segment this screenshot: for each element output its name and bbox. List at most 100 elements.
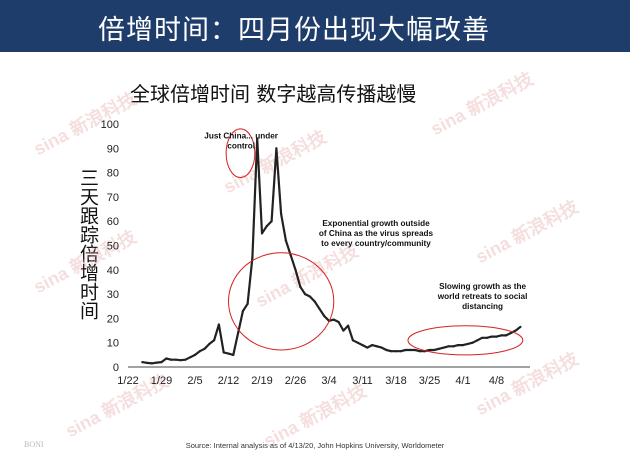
footer-logo: BONI [24, 440, 44, 449]
annotation-2: Slowing growth as the world retreats to s… [437, 282, 528, 311]
data-point-79 [519, 325, 522, 329]
series-line-0 [142, 137, 522, 365]
data-point-46 [361, 344, 364, 347]
y-tick-label-5: 50 [107, 241, 119, 253]
page-title: 倍增时间：四月份出现大幅改善 [98, 15, 490, 46]
y-tick-label-2: 20 [107, 313, 119, 325]
x-tick-label-2: 2/5 [187, 375, 202, 387]
y-tick-label-10: 100 [101, 119, 119, 131]
data-point-43 [347, 324, 350, 327]
x-tick-label-0: 1/22 [117, 375, 138, 387]
y-tick-label-4: 40 [107, 265, 119, 277]
data-point-27 [270, 220, 273, 223]
x-tick-label-10: 4/1 [455, 375, 470, 387]
y-tick-label-1: 10 [107, 338, 119, 350]
data-point-2 [150, 362, 154, 365]
data-point-62 [437, 347, 441, 350]
data-point-26 [265, 224, 268, 228]
data-point-7 [174, 358, 177, 361]
data-point-56 [409, 348, 412, 352]
data-point-15 [213, 339, 216, 342]
data-point-14 [208, 342, 211, 346]
data-point-74 [495, 335, 498, 338]
data-point-40 [332, 318, 335, 321]
data-point-33 [299, 285, 302, 288]
data-point-73 [490, 335, 493, 338]
data-point-9 [184, 358, 187, 361]
data-point-72 [485, 336, 489, 339]
highlight-circle-0 [225, 128, 256, 178]
x-tick-label-1: 1/29 [151, 375, 172, 387]
data-point-30 [284, 239, 288, 242]
data-point-55 [404, 348, 407, 352]
data-point-52 [390, 350, 393, 353]
x-tick-label-9: 3/25 [419, 375, 440, 387]
data-point-58 [418, 350, 422, 353]
x-tick-label-3: 2/12 [218, 375, 239, 387]
data-point-37 [318, 307, 321, 310]
data-point-19 [232, 353, 235, 356]
data-point-38 [323, 314, 326, 318]
data-point-34 [303, 293, 307, 296]
data-point-16 [217, 323, 221, 326]
x-tick-label-11: 4/8 [489, 375, 504, 387]
y-axis-label: 三天跟踪倍增时间 [77, 168, 99, 320]
data-point-1 [146, 361, 149, 364]
data-point-12 [198, 350, 201, 353]
data-point-78 [514, 329, 517, 332]
data-point-32 [294, 268, 297, 271]
data-point-71 [481, 336, 484, 339]
data-point-77 [509, 331, 512, 335]
x-tick-label-5: 2/26 [285, 375, 306, 387]
data-point-18 [227, 352, 230, 355]
data-point-64 [447, 345, 450, 348]
data-point-20 [236, 331, 240, 335]
x-tick-label-4: 2/19 [251, 375, 272, 387]
data-point-3 [155, 361, 158, 364]
y-tick-label-3: 30 [107, 289, 119, 301]
data-point-49 [375, 345, 378, 348]
x-tick-label-8: 3/18 [385, 375, 406, 387]
data-point-68 [466, 342, 469, 346]
data-point-41 [337, 320, 340, 324]
data-point-50 [380, 346, 383, 349]
data-point-65 [452, 345, 455, 348]
data-point-45 [356, 341, 359, 344]
data-point-48 [370, 344, 374, 347]
data-point-66 [457, 344, 460, 347]
data-point-60 [428, 348, 431, 352]
data-point-22 [246, 302, 249, 305]
y-tick-label-8: 80 [107, 168, 119, 180]
chart-title: 全球倍增时间 数字越高传播越慢 [130, 82, 417, 106]
data-point-6 [169, 358, 173, 361]
data-point-53 [394, 350, 398, 353]
x-tick-label-7: 3/11 [352, 375, 373, 387]
data-point-63 [442, 346, 445, 349]
data-point-75 [500, 334, 503, 337]
data-point-61 [433, 348, 436, 352]
title-bar: 倍增时间：四月份出现大幅改善 [0, 0, 630, 52]
data-point-21 [241, 310, 244, 313]
data-point-11 [193, 353, 197, 356]
data-point-23 [251, 256, 254, 259]
annotation-1: Exponential growth outside of China as th… [319, 219, 434, 248]
data-point-67 [461, 344, 465, 347]
data-point-25 [260, 232, 264, 235]
y-tick-label-6: 60 [107, 216, 119, 228]
data-point-0 [141, 361, 144, 364]
data-point-8 [179, 359, 182, 362]
y-tick-label-7: 70 [107, 192, 119, 204]
data-point-17 [222, 351, 225, 354]
annotation-0: Just China... under control [204, 132, 279, 151]
data-point-51 [385, 348, 388, 352]
data-point-76 [504, 334, 508, 337]
y-tick-label-9: 90 [107, 143, 119, 155]
data-point-69 [471, 341, 474, 344]
data-point-47 [366, 346, 369, 349]
source-note: Source: Internal analysis as of 4/13/20,… [185, 441, 445, 450]
data-point-13 [203, 347, 206, 350]
data-point-28 [275, 147, 278, 150]
data-point-54 [399, 350, 402, 353]
highlight-circle-2 [407, 325, 524, 356]
